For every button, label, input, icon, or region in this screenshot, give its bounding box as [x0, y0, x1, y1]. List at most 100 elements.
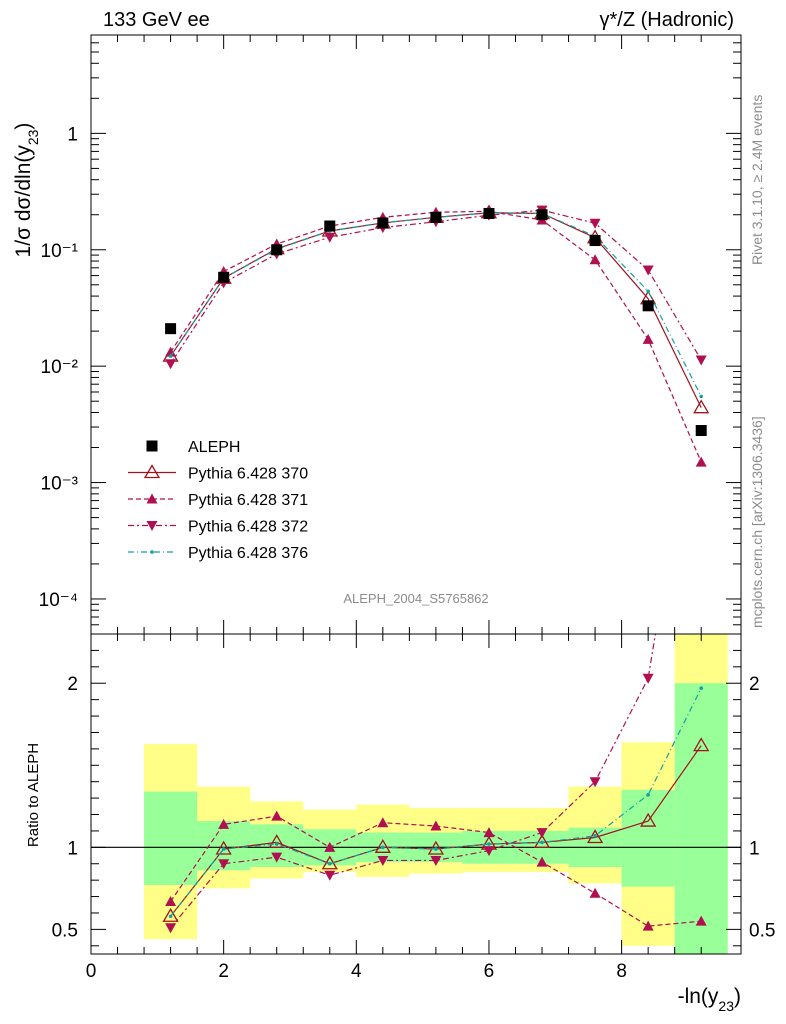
ratio-y-axis: 0.5 0.5 1 1 2 2 — [52, 633, 775, 947]
ratio-point — [646, 793, 650, 797]
series-2 — [165, 205, 707, 467]
series-point — [642, 265, 654, 276]
analysis-label: ALEPH_2004_S5765862 — [343, 591, 488, 606]
header-right: γ*/Z (Hadronic) — [600, 9, 734, 31]
y-tick-label: 10⁻¹ — [41, 241, 79, 262]
series-1 — [162, 204, 710, 414]
legend-label: Pythia 6.428 371 — [188, 492, 308, 509]
series-line — [170, 212, 702, 397]
ratio-point — [642, 920, 654, 931]
data-point — [165, 323, 177, 335]
series-point — [642, 333, 654, 344]
series-point — [695, 355, 707, 366]
ratio-point — [324, 841, 336, 852]
data-point — [430, 211, 442, 223]
ratio-point — [640, 812, 657, 827]
series-point — [165, 346, 177, 357]
x-tick-label: 6 — [484, 961, 495, 982]
x-axis-title: -ln(y23) — [678, 985, 741, 1014]
ratio-point — [536, 856, 548, 867]
data-point — [377, 217, 389, 229]
uncertainty-bands — [144, 634, 728, 954]
series-point — [699, 394, 704, 399]
ratio-series-2 — [165, 810, 707, 931]
series-line — [170, 212, 702, 408]
ratio-point — [377, 855, 389, 866]
data-point — [642, 300, 654, 312]
ratio-point — [589, 777, 601, 788]
y-tick-label: 1 — [67, 838, 78, 859]
series-point — [589, 218, 601, 229]
svg-text:1/σ dσ/dln(y23): 1/σ dσ/dln(y23) — [12, 123, 41, 258]
y-tick-label: 10⁻³ — [41, 474, 79, 495]
x-tick-label: 0 — [86, 961, 97, 982]
legend-marker — [146, 521, 158, 531]
ratio-point — [274, 842, 279, 846]
main-y-axis-title: 1/σ dσ/dln(y23) — [12, 123, 41, 258]
legend-label: Pythia 6.428 376 — [188, 545, 308, 562]
ratio-point — [589, 887, 601, 898]
legend-entry: Pythia 6.428 372 — [128, 519, 308, 536]
ratio-point — [218, 818, 230, 829]
ratio-point — [487, 842, 491, 846]
series-3 — [165, 205, 707, 370]
ratio-point — [165, 895, 177, 906]
x-tick-label: 8 — [616, 961, 627, 982]
ratio-point — [324, 870, 336, 881]
header-left: 133 GeV ee — [103, 9, 210, 31]
ratio-point — [593, 834, 597, 838]
ratio-point — [430, 855, 442, 866]
data-point — [536, 209, 548, 221]
ratio-point — [168, 914, 173, 919]
ratio-point — [483, 827, 495, 838]
y-tick-label: 10⁻⁴ — [39, 590, 78, 611]
series-point — [589, 254, 601, 265]
data-point — [695, 425, 707, 437]
legend-entry: Pythia 6.428 371 — [128, 492, 308, 509]
data-point — [271, 244, 283, 256]
band-inner — [621, 789, 675, 887]
legend-marker — [146, 493, 158, 504]
band-inner — [674, 683, 728, 954]
ratio-frame — [90, 633, 742, 955]
ratio-point — [693, 737, 710, 752]
series-line — [170, 209, 702, 365]
x-tick-label: 4 — [351, 961, 362, 982]
main-panel: 10⁻⁴ 10⁻³ 10⁻² 10⁻¹ 1 — [39, 34, 742, 635]
x-axis: 0 2 4 6 8 — [86, 634, 702, 982]
legend-entry: ALEPH — [146, 439, 240, 456]
ratio-point — [327, 861, 332, 866]
ratio-point — [430, 820, 442, 831]
legend-marker — [143, 464, 161, 479]
ratio-point — [540, 840, 544, 845]
ratio-point — [215, 840, 232, 855]
series-point — [168, 354, 173, 358]
main-y-axis: 10⁻⁴ 10⁻³ 10⁻² 10⁻¹ 1 — [39, 34, 741, 635]
ratio-point — [699, 686, 704, 690]
legend-marker — [146, 440, 158, 452]
ratio-y-axis-title: Ratio to ALEPH — [25, 743, 42, 847]
ratio-point — [483, 846, 495, 857]
ratio-series-3 — [165, 634, 657, 934]
series-4 — [168, 210, 704, 399]
y-tick-label: 10⁻² — [41, 357, 79, 378]
series-line — [170, 210, 702, 463]
mcplots-label: mcplots.cern.ch [arXiv:1306.3436] — [749, 416, 765, 628]
legend: ALEPH Pythia 6.428 370 Pythia 6.428 371 Pyt… — [128, 439, 308, 562]
ratio-point — [434, 847, 438, 851]
x-tick-label: 2 — [218, 961, 229, 982]
ratio-point — [642, 673, 654, 684]
legend-label: ALEPH — [188, 439, 240, 456]
main-x-axis-ticks — [90, 35, 702, 634]
ratio-point — [695, 915, 707, 926]
data-point — [218, 271, 230, 283]
y-tick-label-right: 2 — [749, 674, 760, 695]
ratio-point — [271, 852, 283, 863]
ratio-line — [170, 634, 657, 929]
y-tick-label: 2 — [67, 674, 78, 695]
ratio-point — [377, 817, 389, 828]
band-inner — [144, 791, 198, 886]
ratio-plot-area — [91, 634, 741, 954]
ratio-point — [221, 847, 226, 851]
series-point — [695, 456, 707, 467]
